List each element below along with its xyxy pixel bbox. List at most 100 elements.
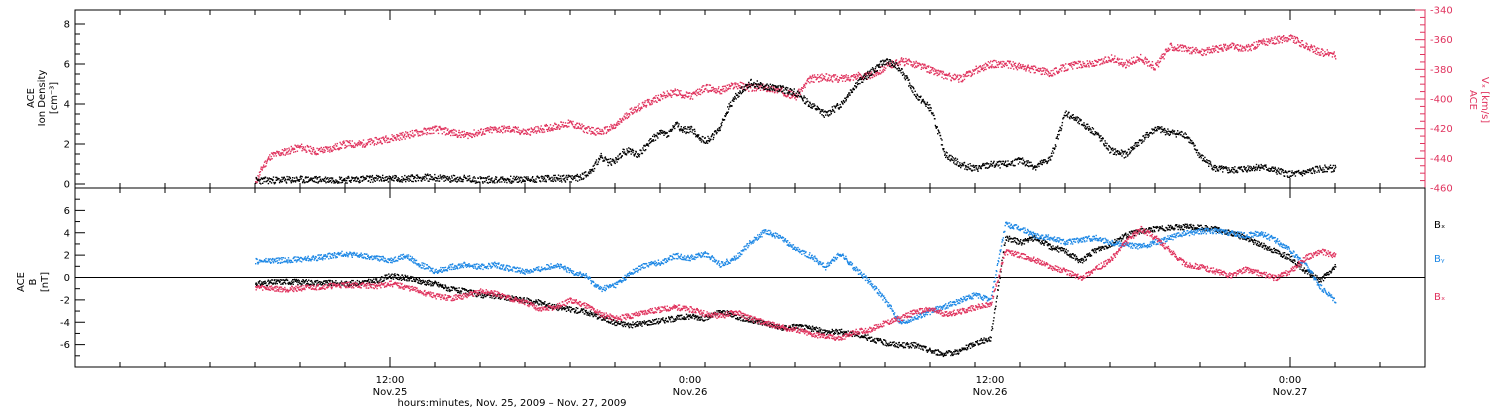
velocity-point: [349, 140, 351, 142]
velocity-point: [705, 83, 708, 86]
velocity-point: [628, 115, 630, 118]
density-point: [669, 130, 671, 132]
velocity-point: [501, 125, 503, 128]
density-point: [842, 103, 844, 105]
density-point: [1074, 119, 1076, 121]
density-point: [1145, 132, 1147, 134]
density-point: [619, 152, 622, 155]
velocity-point: [1039, 67, 1041, 70]
density-point: [1326, 170, 1328, 173]
velocity-point: [1001, 63, 1003, 65]
velocity-point: [464, 133, 466, 135]
bx-point: [290, 283, 292, 286]
density-point: [359, 179, 361, 182]
density-point: [1247, 168, 1250, 170]
density-point: [608, 158, 610, 161]
density-point: [679, 130, 681, 132]
density-point: [405, 180, 407, 183]
velocity-point: [597, 127, 600, 129]
density-point: [906, 75, 908, 77]
density-point: [1001, 162, 1004, 165]
velocity-point: [368, 141, 370, 143]
bx-point: [285, 278, 288, 281]
velocity-point: [994, 65, 997, 68]
density-point: [955, 164, 958, 166]
density-point: [851, 90, 853, 92]
density-point: [817, 108, 819, 111]
density-point: [700, 141, 703, 143]
density-point: [832, 108, 834, 111]
density-point: [1230, 170, 1232, 172]
density-point: [765, 84, 768, 86]
velocity-point: [320, 146, 322, 149]
density-point: [278, 181, 281, 184]
velocity-point: [1161, 53, 1163, 56]
density-point: [652, 135, 654, 137]
velocity-point: [852, 75, 854, 77]
density-point: [1105, 145, 1107, 147]
bx-point: [303, 282, 305, 284]
velocity-point: [835, 77, 838, 80]
density-point: [424, 173, 427, 176]
density-point: [688, 132, 690, 134]
density-point: [1086, 123, 1088, 126]
density-point: [475, 180, 477, 182]
density-point: [706, 142, 709, 144]
density-point: [791, 94, 794, 96]
velocity-point: [592, 131, 594, 133]
density-point: [845, 99, 847, 101]
velocity-point: [338, 148, 341, 150]
velocity-point: [290, 145, 292, 148]
velocity-point: [1239, 44, 1242, 46]
density-point: [842, 99, 845, 102]
velocity-point: [1223, 46, 1226, 49]
velocity-point: [1132, 60, 1134, 63]
density-point: [1072, 117, 1074, 119]
density-point: [285, 182, 288, 184]
velocity-point: [826, 80, 828, 82]
density-point: [1113, 148, 1115, 150]
density-point: [998, 160, 1001, 162]
density-point: [1026, 160, 1028, 162]
velocity-point: [1311, 45, 1313, 47]
density-point: [422, 176, 424, 178]
density-point: [579, 176, 581, 178]
velocity-point: [618, 121, 620, 123]
density-point: [707, 135, 709, 138]
velocity-point: [720, 89, 722, 91]
density-point: [1334, 164, 1336, 167]
velocity-point: [292, 148, 294, 151]
density-point: [929, 106, 931, 109]
density-point: [387, 177, 389, 180]
density-point: [354, 178, 356, 180]
velocity-point: [891, 67, 893, 69]
velocity-point: [611, 128, 614, 130]
density-point: [781, 85, 783, 88]
density-point: [1226, 169, 1229, 171]
velocity-point: [954, 74, 957, 76]
velocity-point: [893, 65, 895, 67]
velocity-point: [682, 96, 684, 99]
velocity-point: [482, 131, 484, 133]
density-point: [1120, 152, 1122, 154]
density-point: [568, 175, 570, 178]
density-point: [1084, 125, 1087, 127]
velocity-point: [971, 74, 974, 76]
velocity-point: [856, 74, 859, 77]
velocity-point: [1255, 41, 1258, 43]
velocity-point: [745, 89, 747, 91]
density-point: [1123, 150, 1125, 153]
density-point: [631, 148, 634, 151]
velocity-point: [320, 150, 322, 152]
velocity-point: [1086, 60, 1088, 62]
density-point: [1059, 127, 1062, 129]
velocity-point: [578, 123, 581, 125]
density-point: [389, 176, 391, 178]
velocity-point: [1043, 67, 1045, 69]
density-point: [262, 182, 264, 184]
density-point: [593, 167, 596, 170]
velocity-point: [429, 132, 432, 135]
density-point: [949, 160, 952, 162]
density-point: [992, 162, 995, 164]
density-point: [749, 85, 751, 88]
